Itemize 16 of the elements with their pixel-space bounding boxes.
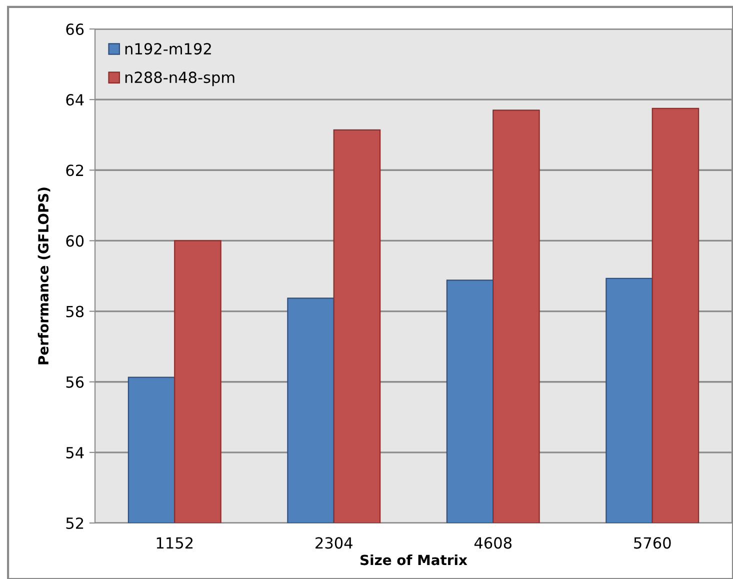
y-tick-label: 56 xyxy=(66,376,84,388)
x-tick-label: 2304 xyxy=(316,537,352,549)
y-tick-label: 54 xyxy=(66,447,84,458)
x-tick-label: 4608 xyxy=(474,537,512,549)
y-tick-label: 64 xyxy=(66,94,84,106)
x-tick-label: 5760 xyxy=(634,537,671,549)
y-tick-label: 58 xyxy=(66,306,84,318)
y-tick-label: 52 xyxy=(66,517,84,530)
legend-label: n192-m192 xyxy=(125,43,211,55)
y-axis-title: Performance (GFLOPS) xyxy=(38,188,50,364)
y-tick-label: 62 xyxy=(66,164,84,176)
y-tick-label: 60 xyxy=(66,235,84,247)
legend-label: n288-n48-spm xyxy=(125,72,234,86)
x-tick-label: 1152 xyxy=(156,537,193,549)
y-tick-label: 66 xyxy=(66,23,84,36)
x-axis-title: Size of Matrix xyxy=(360,554,468,566)
